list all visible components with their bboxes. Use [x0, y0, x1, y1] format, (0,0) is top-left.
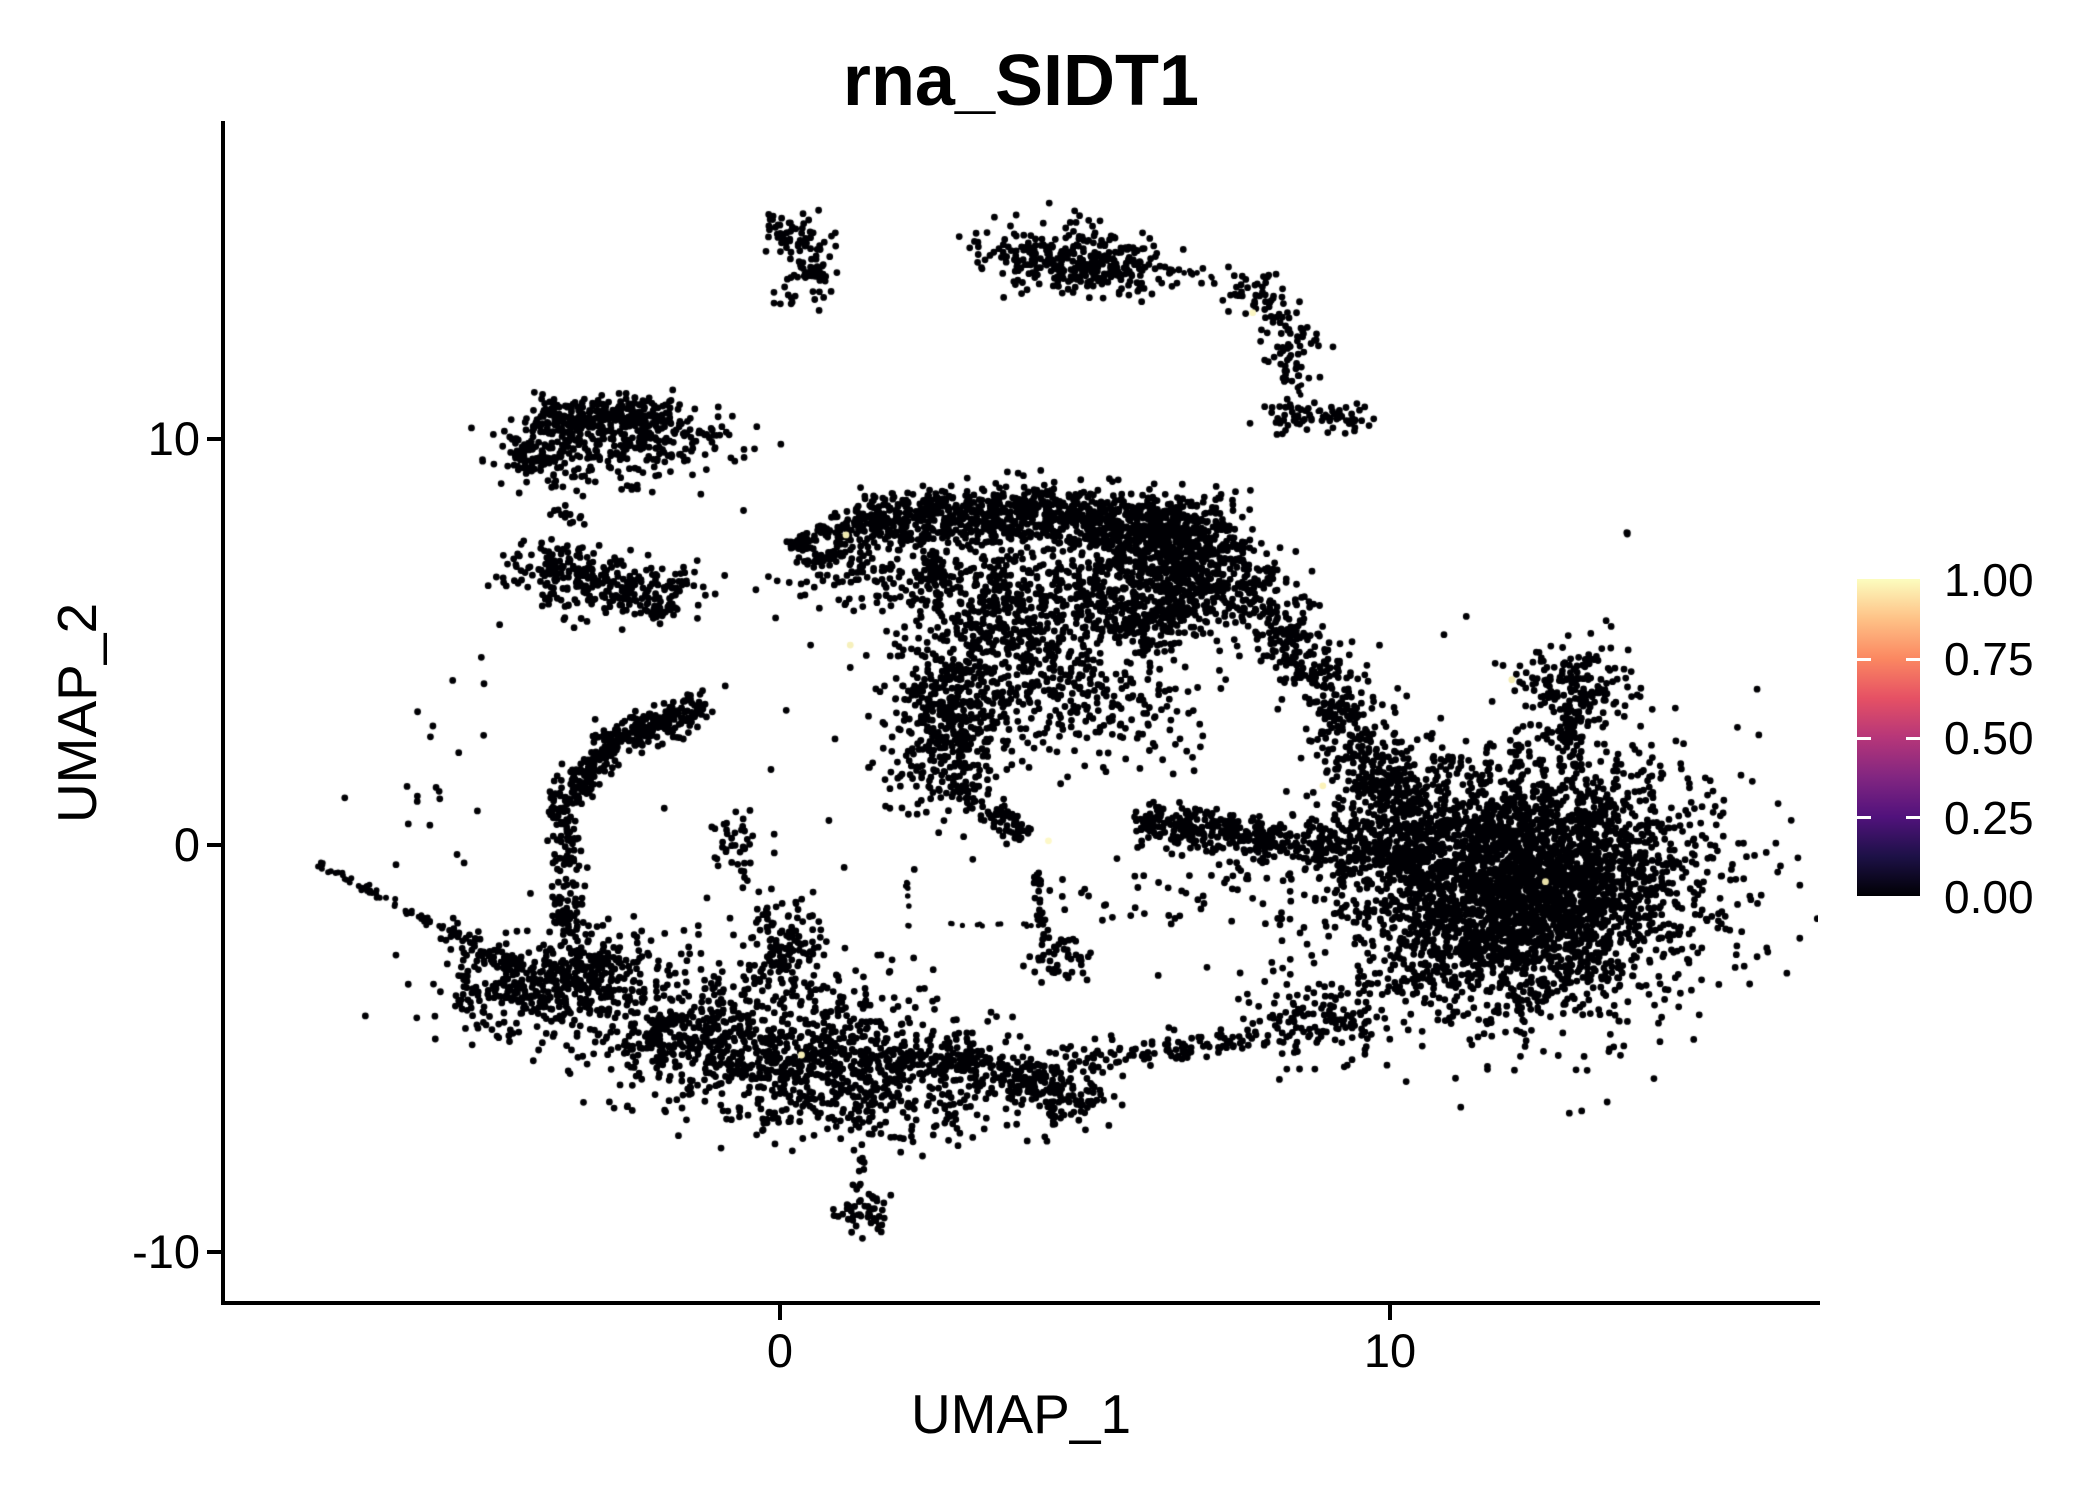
- legend-tick-0.50-right: [1906, 737, 1920, 740]
- legend-tick-0.25-right: [1906, 816, 1920, 819]
- y-tick-mark-10: [207, 437, 222, 441]
- x-axis-line: [221, 1301, 1820, 1305]
- y-tick-label-0: 0: [173, 818, 200, 871]
- y-tick-label-neg10: -10: [132, 1225, 200, 1278]
- x-tick-mark-10: [1388, 1305, 1392, 1320]
- y-tick-mark-0: [207, 843, 222, 847]
- x-tick-label-10: 10: [1363, 1324, 1417, 1377]
- y-tick-mark-neg10: [207, 1250, 222, 1254]
- y-axis-title: UMAP_2: [46, 602, 108, 824]
- x-tick-label-0: 0: [766, 1324, 794, 1377]
- x-tick-mark-0: [778, 1305, 782, 1320]
- legend-tick-0.25-left: [1857, 816, 1871, 819]
- legend-tick-0.75-right: [1906, 658, 1920, 661]
- umap-scatter-canvas: [224, 123, 1818, 1303]
- legend-label-0.25: 0.25: [1944, 792, 2034, 844]
- y-tick-label-10: 10: [147, 412, 200, 465]
- legend-label-0.50: 0.50: [1944, 712, 2034, 764]
- legend-tick-0.75-left: [1857, 658, 1871, 661]
- plot-title: rna_SIDT1: [842, 41, 1200, 121]
- legend-label-0.75: 0.75: [1944, 633, 2034, 685]
- legend-label-1.00: 1.00: [1944, 554, 2034, 606]
- y-axis-line: [221, 121, 225, 1305]
- legend-tick-0.50-left: [1857, 737, 1871, 740]
- x-axis-title: UMAP_1: [910, 1383, 1132, 1445]
- legend-label-0.00: 0.00: [1944, 871, 2034, 923]
